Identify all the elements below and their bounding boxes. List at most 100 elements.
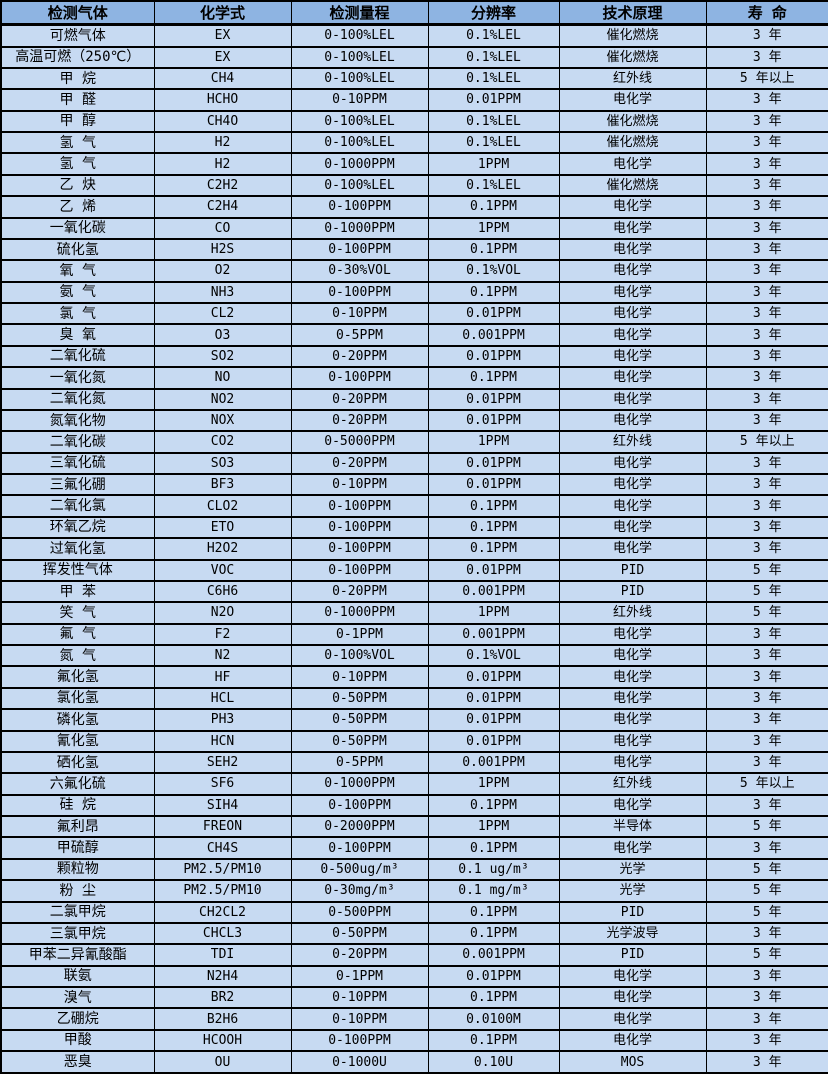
cell-resolution: 0.1%VOL (427, 259, 560, 283)
cell-lifespan: 3 年 (705, 730, 828, 753)
cell-lifespan: 3 年 (705, 516, 828, 540)
cell-lifespan: 5 年 (705, 815, 828, 839)
cell-formula: H2 (153, 131, 292, 155)
table-row: 硫化氢 H2S 0-100PPM 0.1PPM 电化学 3 年 (0, 238, 828, 262)
cell-lifespan: 5 年以上 (705, 67, 828, 91)
cell-gas: 粉 尘 (0, 879, 155, 903)
cell-gas: 甲 醛 (0, 88, 155, 112)
cell-formula: C6H6 (153, 580, 292, 604)
cell-range: 0-5PPM (290, 751, 429, 775)
cell-gas: 磷化氢 (0, 708, 155, 732)
table-row: 甲 烷 CH4 0-100%LEL 0.1%LEL 红外线 5 年以上 (0, 67, 828, 91)
cell-gas: 氢 气 (0, 152, 155, 176)
cell-resolution: 0.1%LEL (427, 67, 560, 91)
cell-formula: NOX (153, 409, 292, 433)
cell-principle: 电化学 (558, 794, 707, 818)
cell-lifespan: 3 年 (705, 259, 828, 283)
cell-resolution: 1PPM (427, 601, 560, 625)
table-row: 三氧化硫 SO3 0-20PPM 0.01PPM 电化学 3 年 (0, 452, 828, 476)
cell-gas: 氧 气 (0, 259, 155, 283)
cell-principle: 电化学 (558, 452, 707, 476)
cell-gas: 氟利昂 (0, 815, 155, 839)
cell-lifespan: 5 年 (705, 901, 828, 924)
cell-range: 0-100PPM (290, 836, 429, 860)
column-header-formula: 化学式 (153, 0, 292, 26)
cell-lifespan: 3 年 (705, 922, 828, 946)
cell-gas: 硫化氢 (0, 238, 155, 262)
table-row: 二氯甲烷 CH2CL2 0-500PPM 0.1PPM PID 5 年 (0, 901, 828, 924)
table-row: 粉 尘 PM2.5/PM10 0-30mg/m³ 0.1 mg/m³ 光学 5 年 (0, 879, 828, 903)
cell-range: 0-5000PPM (290, 430, 429, 454)
cell-principle: 电化学 (558, 494, 707, 518)
cell-lifespan: 3 年 (705, 751, 828, 775)
cell-principle: 红外线 (558, 601, 707, 625)
cell-gas: 氮 气 (0, 644, 155, 668)
table-row: 可燃气体 EX 0-100%LEL 0.1%LEL 催化燃烧 3 年 (0, 23, 828, 48)
table-header: 检测气体 化学式 检测量程 分辨率 技术原理寿 命 (0, 0, 828, 26)
cell-range: 0-20PPM (290, 943, 429, 967)
cell-principle: 电化学 (558, 152, 707, 176)
cell-resolution: 0.01PPM (427, 88, 560, 112)
cell-gas: 氢 气 (0, 131, 155, 155)
cell-resolution: 0.1%LEL (427, 46, 560, 69)
cell-principle: 光学 (558, 879, 707, 903)
cell-gas: 氟 气 (0, 623, 155, 647)
cell-gas: 乙硼烷 (0, 1007, 155, 1031)
cell-gas: 乙 烯 (0, 195, 155, 219)
cell-formula: OU (153, 1050, 292, 1074)
cell-resolution: 0.1PPM (427, 238, 560, 262)
cell-formula: BF3 (153, 473, 292, 497)
cell-resolution: 0.001PPM (427, 751, 560, 775)
cell-resolution: 0.001PPM (427, 580, 560, 604)
cell-formula: SIH4 (153, 794, 292, 818)
cell-resolution: 0.1 mg/m³ (427, 879, 560, 903)
cell-range: 0-10PPM (290, 88, 429, 112)
cell-resolution: 0.1PPM (427, 836, 560, 860)
cell-resolution: 0.01PPM (427, 559, 560, 582)
cell-lifespan: 5 年 (705, 858, 828, 882)
cell-gas: 甲 苯 (0, 580, 155, 604)
cell-formula: CH2CL2 (153, 901, 292, 924)
cell-range: 0-100%LEL (290, 131, 429, 155)
cell-gas: 氯化氢 (0, 687, 155, 711)
cell-lifespan: 3 年 (705, 965, 828, 989)
cell-principle: 电化学 (558, 1007, 707, 1031)
cell-principle: 催化燃烧 (558, 131, 707, 155)
cell-principle: PID (558, 901, 707, 924)
cell-resolution: 1PPM (427, 815, 560, 839)
cell-range: 0-30mg/m³ (290, 879, 429, 903)
cell-principle: 电化学 (558, 302, 707, 326)
table-row: 氢 气 H2 0-1000PPM 1PPM 电化学 3 年 (0, 152, 828, 176)
cell-lifespan: 3 年 (705, 110, 828, 134)
cell-range: 0-100PPM (290, 559, 429, 582)
table-row: 笑 气 N2O 0-1000PPM 1PPM 红外线 5 年 (0, 601, 828, 625)
cell-resolution: 0.1PPM (427, 986, 560, 1010)
table-row: 氰化氢 HCN 0-50PPM 0.01PPM 电化学 3 年 (0, 730, 828, 753)
cell-principle: 红外线 (558, 772, 707, 796)
cell-gas: 一氧化碳 (0, 217, 155, 240)
cell-lifespan: 3 年 (705, 986, 828, 1010)
cell-principle: 电化学 (558, 388, 707, 411)
table-row: 硅 烷 SIH4 0-100PPM 0.1PPM 电化学 3 年 (0, 794, 828, 818)
cell-range: 0-1000PPM (290, 217, 429, 240)
cell-lifespan: 3 年 (705, 1029, 828, 1053)
cell-lifespan: 3 年 (705, 366, 828, 390)
cell-gas: 甲 烷 (0, 67, 155, 91)
cell-gas: 甲硫醇 (0, 836, 155, 860)
table-row: 甲 醛 HCHO 0-10PPM 0.01PPM 电化学 3 年 (0, 88, 828, 112)
cell-principle: MOS (558, 1050, 707, 1074)
cell-formula: CHCL3 (153, 922, 292, 946)
cell-lifespan: 3 年 (705, 1007, 828, 1031)
table-row: 甲 苯 C6H6 0-20PPM 0.001PPM PID 5 年 (0, 580, 828, 604)
cell-range: 0-100PPM (290, 238, 429, 262)
cell-principle: 红外线 (558, 67, 707, 91)
cell-lifespan: 3 年 (705, 238, 828, 262)
table-row: 三氯甲烷 CHCL3 0-50PPM 0.1PPM 光学波导 3 年 (0, 922, 828, 946)
cell-gas: 三氯甲烷 (0, 922, 155, 946)
cell-gas: 颗粒物 (0, 858, 155, 882)
cell-range: 0-50PPM (290, 730, 429, 753)
cell-formula: NH3 (153, 281, 292, 305)
cell-range: 0-2000PPM (290, 815, 429, 839)
cell-range: 0-1000PPM (290, 772, 429, 796)
